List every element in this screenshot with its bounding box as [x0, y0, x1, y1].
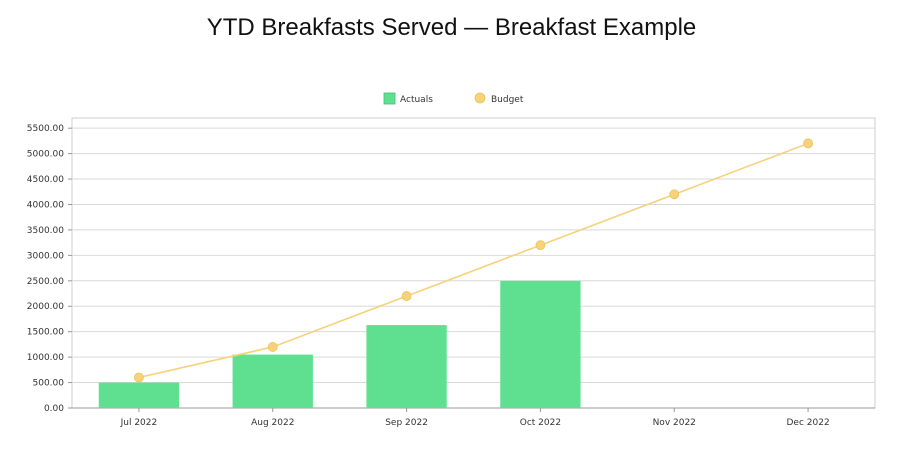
y-tick-label: 0.00: [44, 404, 64, 414]
actuals-bar: [500, 280, 581, 408]
y-tick-label: 4000.00: [27, 200, 64, 210]
x-tick-label: Sep 2022: [385, 418, 428, 428]
x-tick-label: Nov 2022: [653, 418, 696, 428]
budget-line-path: [138, 142, 809, 379]
x-axis: Jul 2022 Aug 2022 Sep 2022 Oct 2022 Nov 2022…: [72, 407, 875, 428]
x-tick-label: Oct 2022: [520, 418, 561, 428]
legend-swatch-budget: [474, 92, 486, 104]
budget-point: [401, 291, 412, 301]
plot-area: [71, 117, 876, 409]
legend: Actuals Budget: [383, 92, 524, 105]
y-tick-label: 1000.00: [27, 353, 64, 363]
x-tick-label: Aug 2022: [251, 418, 294, 428]
legend-label-actuals: Actuals: [400, 95, 433, 105]
y-tick-label: 3500.00: [27, 226, 64, 236]
chart-title: YTD Breakfasts Served — Breakfast Exampl…: [206, 14, 697, 41]
y-tick-label: 3000.00: [27, 251, 64, 261]
y-tick-label: 5500.00: [27, 124, 64, 134]
actuals-bar: [366, 325, 447, 408]
y-axis: 0.00 500.00 1000.00 1500.00 2000.00 2500.00 30…: [27, 124, 72, 414]
budget-point: [535, 240, 546, 251]
budget-point: [134, 372, 144, 383]
budget-line: [134, 138, 813, 383]
x-tick-label: Jul 2022: [120, 418, 158, 428]
gridlines: [72, 127, 875, 384]
y-tick-label: 5000.00: [27, 150, 64, 160]
actuals-bar: [232, 354, 313, 408]
budget-point: [803, 138, 813, 149]
actuals-bar: [98, 382, 180, 408]
budget-point: [669, 189, 680, 200]
y-tick-label: 1500.00: [27, 328, 64, 338]
y-tick-label: 2500.00: [27, 277, 64, 287]
y-tick-label: 500.00: [33, 379, 65, 389]
y-tick-label: 2000.00: [27, 302, 64, 312]
budget-point: [267, 342, 278, 352]
x-tick-label: Dec 2022: [786, 418, 829, 428]
y-tick-label: 4500.00: [27, 175, 64, 185]
actuals-bars: [98, 280, 581, 408]
legend-swatch-actuals: [383, 92, 396, 105]
legend-label-budget: Budget: [491, 95, 524, 105]
